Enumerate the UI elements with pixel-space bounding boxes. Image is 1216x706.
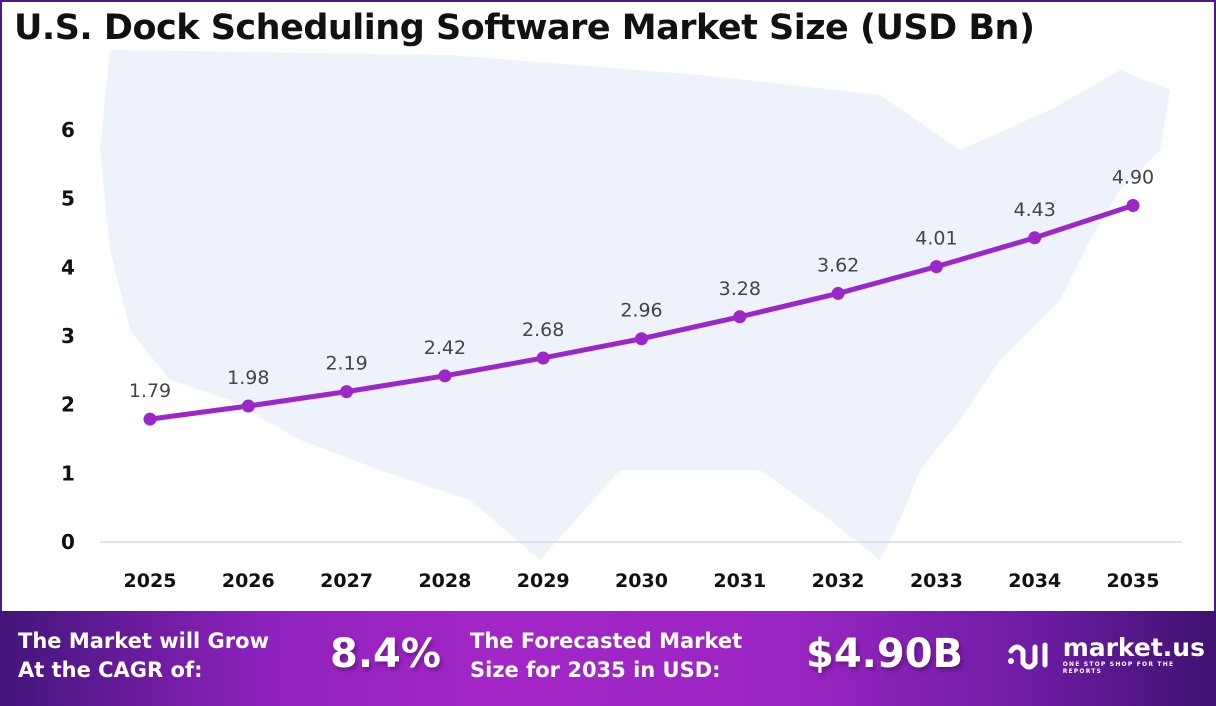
forecast-label: The Forecasted Market Size for 2035 in U… [470,627,742,685]
x-tick-label: 2025 [124,570,177,592]
y-tick-label: 3 [61,324,75,348]
line-chart: 0 1 2 3 4 5 6 2025 2026 2027 2028 2029 2030 2031 2032… [61,50,1182,592]
data-label: 1.79 [129,380,171,402]
data-label: 3.62 [817,254,859,276]
x-tick-label: 2028 [418,570,471,592]
data-label: 4.01 [915,228,957,250]
data-point [1126,199,1140,213]
cagr-label: The Market will Grow At the CAGR of: [18,627,269,685]
y-tick-label: 1 [61,461,75,485]
x-tick-label: 2033 [910,570,963,592]
x-tick-label: 2026 [222,570,275,592]
cagr-label-line-1: The Market will Grow [18,629,269,653]
logo-name: market.us [1062,633,1205,662]
x-tick-label: 2030 [615,570,668,592]
cagr-label-line-2: At the CAGR of: [18,658,203,682]
us-map-background [100,50,1170,560]
cagr-value: 8.4% [330,631,441,677]
data-label: 2.68 [522,319,564,341]
logo-tagline: ONE STOP SHOP FOR THE REPORTS [1062,661,1175,675]
chart-title: U.S. Dock Scheduling Software Market Siz… [14,8,1035,48]
data-point [1028,231,1042,245]
data-label: 4.90 [1112,167,1154,189]
data-label: 4.43 [1014,199,1056,221]
y-tick-label: 4 [61,255,75,279]
data-label: 2.96 [620,300,662,322]
data-point [929,260,943,274]
x-tick-label: 2029 [517,570,570,592]
forecast-label-line-1: The Forecasted Market [470,629,743,653]
data-label: 3.28 [719,278,761,300]
data-point [241,399,255,413]
data-point [831,286,845,300]
footer-banner: The Market will Grow At the CAGR of: 8.4… [0,611,1216,706]
data-point [340,385,354,399]
data-point [536,351,550,365]
data-point [733,310,747,324]
x-tick-label: 2031 [713,570,766,592]
data-point [143,412,157,426]
y-tick-label: 5 [61,187,75,211]
data-point [635,332,648,346]
data-label: 1.98 [227,367,269,389]
data-label: 2.42 [424,337,466,359]
market-us-logo: market.us ONE STOP SHOP FOR THE REPORTS [1005,635,1216,675]
market-us-logo-icon [1008,642,1048,670]
y-tick-label: 6 [61,118,75,142]
x-tick-label: 2035 [1107,570,1160,592]
y-tick-label: 2 [61,393,75,417]
x-tick-label: 2034 [1008,570,1061,592]
data-point [438,369,452,383]
data-label: 2.19 [325,353,367,375]
x-tick-label: 2027 [320,570,373,592]
x-tick-label: 2032 [812,570,865,592]
y-tick-label: 0 [61,530,75,554]
forecast-value: $4.90B [806,631,964,677]
forecast-label-line-2: Size for 2035 in USD: [470,658,721,682]
